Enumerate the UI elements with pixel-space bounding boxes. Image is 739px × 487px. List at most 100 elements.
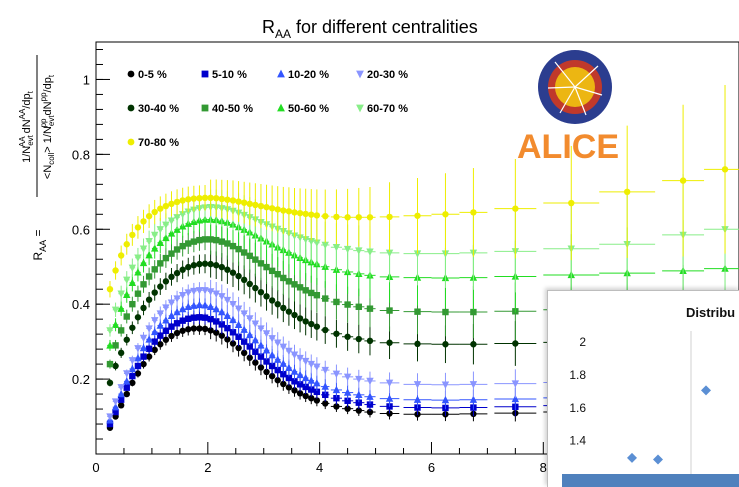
legend-item: 40-50 %	[201, 103, 253, 115]
data-point	[168, 250, 175, 257]
data-point	[162, 327, 170, 334]
data-point	[140, 360, 147, 368]
alice-logo-tracks	[547, 61, 603, 116]
data-point	[134, 370, 142, 377]
data-point	[322, 326, 329, 334]
legend-label: 70-80 %	[138, 137, 179, 149]
data-point	[274, 339, 282, 347]
alice-logo-text: ALICE	[517, 128, 619, 166]
data-point	[173, 320, 181, 327]
data-point	[302, 318, 309, 325]
data-point	[185, 315, 192, 322]
data-point	[385, 379, 394, 388]
data-point	[333, 403, 340, 410]
data-point	[229, 329, 237, 336]
data-point	[322, 391, 329, 399]
svg-text:RAA =: RAA =	[31, 229, 48, 260]
legend: 0-5 % 5-10 % 10-20 % 20-30 % 30-40 % 40-50 % 5…	[127, 69, 408, 149]
inset-y-tick-label: 1.8	[569, 368, 586, 382]
data-point	[234, 320, 243, 328]
data-point	[129, 231, 136, 239]
legend-item: 60-70 %	[356, 103, 408, 115]
data-point	[145, 325, 153, 333]
data-point	[240, 249, 248, 256]
data-point	[229, 242, 237, 250]
chart-title: RAA for different centralities	[262, 17, 478, 41]
data-point	[213, 236, 220, 244]
y-axis-label-denominator: <Ncoll> 1/Nevtpp dNpp/dpt	[39, 74, 56, 179]
data-point	[290, 367, 299, 375]
data-point	[157, 341, 164, 348]
data-point	[332, 370, 341, 379]
data-point	[123, 370, 131, 378]
legend-marker	[127, 138, 135, 146]
data-point	[224, 336, 231, 343]
inset-chart-title: Distribu	[686, 305, 735, 320]
data-point	[235, 344, 242, 352]
data-point	[366, 377, 374, 386]
data-point	[151, 317, 159, 325]
data-point	[173, 198, 181, 206]
data-point	[156, 226, 164, 234]
data-point	[190, 287, 198, 296]
y-tick-label: 0.8	[72, 147, 90, 162]
data-point	[274, 271, 281, 278]
data-point	[268, 362, 276, 370]
inset-data-point	[701, 385, 711, 396]
data-point	[190, 325, 198, 332]
data-point	[268, 267, 276, 275]
plot-frame	[95, 41, 739, 455]
data-point	[296, 234, 304, 242]
data-point	[196, 236, 203, 244]
data-point	[178, 304, 187, 313]
data-point	[344, 405, 351, 412]
legend-marker	[277, 69, 285, 78]
data-point	[291, 378, 298, 385]
data-point	[139, 334, 148, 343]
data-point	[206, 302, 215, 311]
data-point	[156, 310, 164, 318]
data-point	[280, 274, 287, 282]
x-tick-label: 8	[540, 460, 547, 475]
data-point	[355, 335, 362, 343]
data-point	[190, 238, 198, 245]
data-point	[123, 241, 130, 248]
data-point	[308, 289, 315, 297]
data-point	[151, 208, 158, 216]
y-tick-label: 1	[83, 72, 90, 87]
data-point	[145, 238, 153, 246]
data-point	[223, 296, 232, 305]
data-point	[280, 207, 287, 214]
data-point	[178, 291, 187, 300]
data-point	[301, 373, 310, 382]
data-point	[252, 256, 259, 263]
data-point	[168, 323, 175, 330]
data-point	[296, 209, 304, 217]
data-point	[145, 335, 153, 343]
data-point	[207, 260, 214, 268]
data-point	[240, 349, 248, 357]
data-point	[179, 242, 186, 250]
series-10-20	[106, 296, 739, 424]
data-point	[280, 371, 287, 378]
inset-bar	[562, 474, 739, 487]
data-point	[385, 249, 394, 258]
data-point	[117, 304, 125, 312]
data-point	[313, 363, 321, 371]
data-point	[257, 202, 265, 210]
legend-item: 5-10 %	[201, 69, 247, 81]
data-point	[296, 381, 304, 388]
data-point	[229, 269, 237, 276]
data-point	[185, 240, 192, 247]
data-point	[679, 177, 687, 184]
data-point	[151, 231, 159, 240]
data-point	[385, 394, 394, 402]
data-point	[268, 205, 276, 212]
data-point	[332, 244, 341, 252]
data-point	[213, 318, 220, 325]
data-point	[178, 211, 187, 219]
y-tick-label: 0.6	[72, 222, 90, 237]
data-point	[212, 304, 220, 313]
data-point	[263, 368, 270, 376]
legend-marker	[356, 104, 364, 113]
